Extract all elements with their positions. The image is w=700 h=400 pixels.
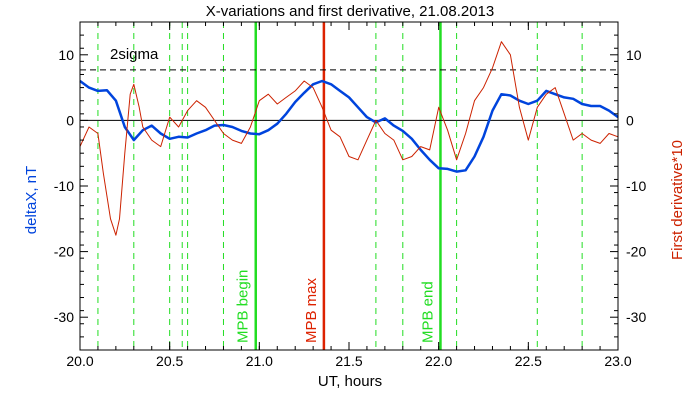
y-tick-label-left-0: -30 bbox=[54, 309, 74, 325]
x-tick-label-1: 20.5 bbox=[156, 353, 183, 369]
x-tick-label-3: 21.5 bbox=[335, 353, 362, 369]
marker-label-0: MPB begin bbox=[235, 270, 252, 343]
y-tick-label-left-2: -10 bbox=[54, 178, 74, 194]
x-tick-label-2: 21.0 bbox=[246, 353, 273, 369]
y-tick-label-right-0: -30 bbox=[626, 309, 646, 325]
x-axis-label: UT, hours bbox=[318, 373, 382, 390]
marker-label-1: MPB max bbox=[303, 277, 320, 343]
y-axis-label-left: deltaX, nT bbox=[23, 166, 40, 234]
chart-title: X-variations and first derivative, 21.08… bbox=[206, 3, 495, 20]
y-axis-label-right: First derivative*10 bbox=[669, 140, 686, 260]
y-tick-label-right-1: -20 bbox=[626, 244, 646, 260]
plot-layer: MPB begin MPB max MPB end 20.0 20.5 21.0 21.5 2… bbox=[54, 21, 646, 369]
y-tick-label-right-3: 0 bbox=[626, 112, 634, 128]
y-tick-label-right-4: 10 bbox=[626, 47, 642, 63]
x-tick-label-4: 22.0 bbox=[425, 353, 452, 369]
y-tick-label-right-2: -10 bbox=[626, 178, 646, 194]
sigma-label: 2sigma bbox=[110, 46, 159, 63]
y-tick-label-left-1: -20 bbox=[54, 244, 74, 260]
y-tick-label-left-3: 0 bbox=[66, 112, 74, 128]
x-tick-label-6: 23.0 bbox=[604, 353, 631, 369]
marker-label-2: MPB end bbox=[419, 281, 436, 343]
deltax-series-line bbox=[79, 79, 619, 173]
x-tick-label-5: 22.5 bbox=[515, 353, 542, 369]
y-tick-label-left-4: 10 bbox=[58, 47, 74, 63]
derivative-series-line bbox=[79, 41, 619, 236]
x-tick-label-0: 20.0 bbox=[66, 353, 93, 369]
